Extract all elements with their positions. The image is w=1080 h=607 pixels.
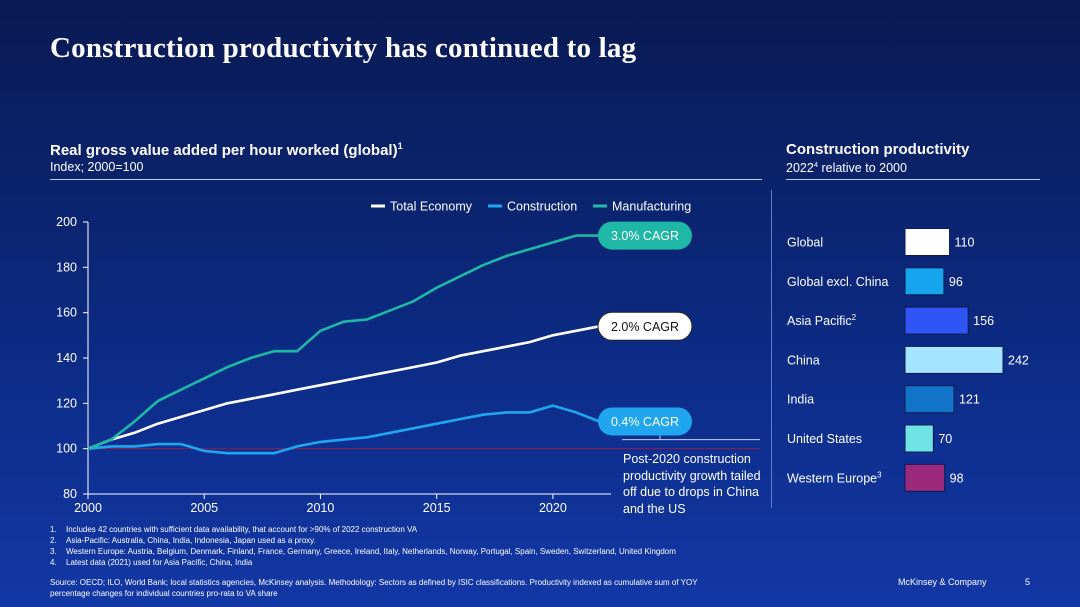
bar-category-label: Global excl. China	[787, 275, 888, 289]
footnote-number: 2.	[50, 536, 57, 545]
right-divider	[786, 179, 1040, 180]
y-tick-label: 200	[56, 215, 77, 229]
bar-value-label: 98	[950, 471, 964, 485]
construction-annotation: Post-2020 construction productivity grow…	[623, 452, 761, 516]
bar-category-label: United States	[787, 432, 862, 446]
left-chart-subtitle: Index; 2000=100	[50, 160, 144, 174]
y-tick-label: 100	[56, 442, 77, 456]
page-title: Construction productivity has continued …	[50, 32, 637, 64]
vertical-separator	[771, 190, 772, 508]
manufacturing-line	[87, 234, 600, 450]
total-economy-cagr-label: 2.0% CAGR	[611, 320, 679, 334]
bar-value-label: 96	[949, 275, 963, 289]
bar	[904, 463, 946, 492]
y-tick-label: 140	[56, 351, 77, 365]
footnote-number: 3.	[50, 547, 57, 556]
footnote-text: Asia-Pacific: Australia, China, India, I…	[66, 536, 316, 545]
footnotes: 1. Includes 42 countries with sufficient …	[50, 524, 676, 568]
bar-value-label: 70	[938, 432, 952, 446]
x-tick-label: 2010	[307, 501, 335, 515]
construction-line	[87, 404, 600, 455]
brand-name: McKinsey & Company	[898, 577, 987, 587]
bar-value-label: 242	[1008, 353, 1029, 367]
source-note: Source: OECD; ILO, World Bank; local sta…	[50, 578, 698, 598]
bar	[904, 345, 1004, 374]
y-tick-label: 80	[63, 487, 77, 501]
footnote-number: 1.	[50, 525, 57, 534]
footnote-text: Latest data (2021) used for Asia Pacific…	[66, 558, 253, 567]
legend-label: Construction	[507, 200, 577, 214]
bar-category-label: Asia Pacific2	[787, 313, 857, 328]
footnote: 4. Latest data (2021) used for Asia Pacif…	[50, 557, 676, 568]
bar	[904, 267, 945, 296]
bar	[904, 306, 969, 335]
footnote-number: 4.	[50, 558, 57, 567]
bar-category-label: China	[787, 353, 820, 367]
construction-cagr-pill	[598, 407, 692, 436]
left-divider	[50, 179, 762, 180]
footnote-text: Includes 42 countries with sufficient da…	[66, 525, 418, 534]
manufacturing-cagr-pill	[598, 221, 692, 250]
bar-category-label: Global	[787, 236, 823, 250]
footnote: 2. Asia-Pacific: Australia, China, India,…	[50, 535, 676, 546]
bar-value-label: 156	[973, 314, 994, 328]
bar-category-label: Western Europe3	[787, 470, 882, 485]
x-tick-label: 2015	[423, 501, 451, 515]
y-tick-label: 120	[56, 396, 77, 410]
footnote: 1. Includes 42 countries with sufficient …	[50, 524, 676, 535]
manufacturing-cagr-label: 3.0% CAGR	[611, 229, 679, 243]
y-tick-label: 180	[56, 260, 77, 274]
footnote: 3. Western Europe: Austria, Belgium, Denm…	[50, 546, 676, 557]
left-chart-title: Real gross value added per hour worked (…	[50, 141, 403, 159]
footnote-text: Western Europe: Austria, Belgium, Denmar…	[66, 547, 676, 556]
construction-cagr-label: 0.4% CAGR	[611, 415, 679, 429]
bar	[904, 228, 951, 256]
x-tick-label: 2020	[539, 501, 567, 515]
bar	[904, 424, 934, 453]
legend-label: Manufacturing	[612, 200, 691, 214]
x-tick-label: 2005	[190, 501, 218, 515]
right-chart-title: Construction productivity	[786, 141, 970, 158]
bar-value-label: 110	[955, 236, 975, 250]
right-chart-subtitle: 20224 relative to 2000	[786, 160, 907, 176]
page-number: 5	[1025, 577, 1031, 587]
y-tick-label: 160	[56, 306, 77, 320]
x-tick-label: 2000	[74, 501, 102, 515]
bar	[904, 385, 955, 414]
legend-label: Total Economy	[390, 200, 473, 214]
total-economy-line	[87, 325, 600, 450]
bar-category-label: India	[787, 393, 814, 407]
total-economy-cagr-pill	[597, 311, 693, 341]
bar-value-label: 121	[959, 393, 980, 407]
